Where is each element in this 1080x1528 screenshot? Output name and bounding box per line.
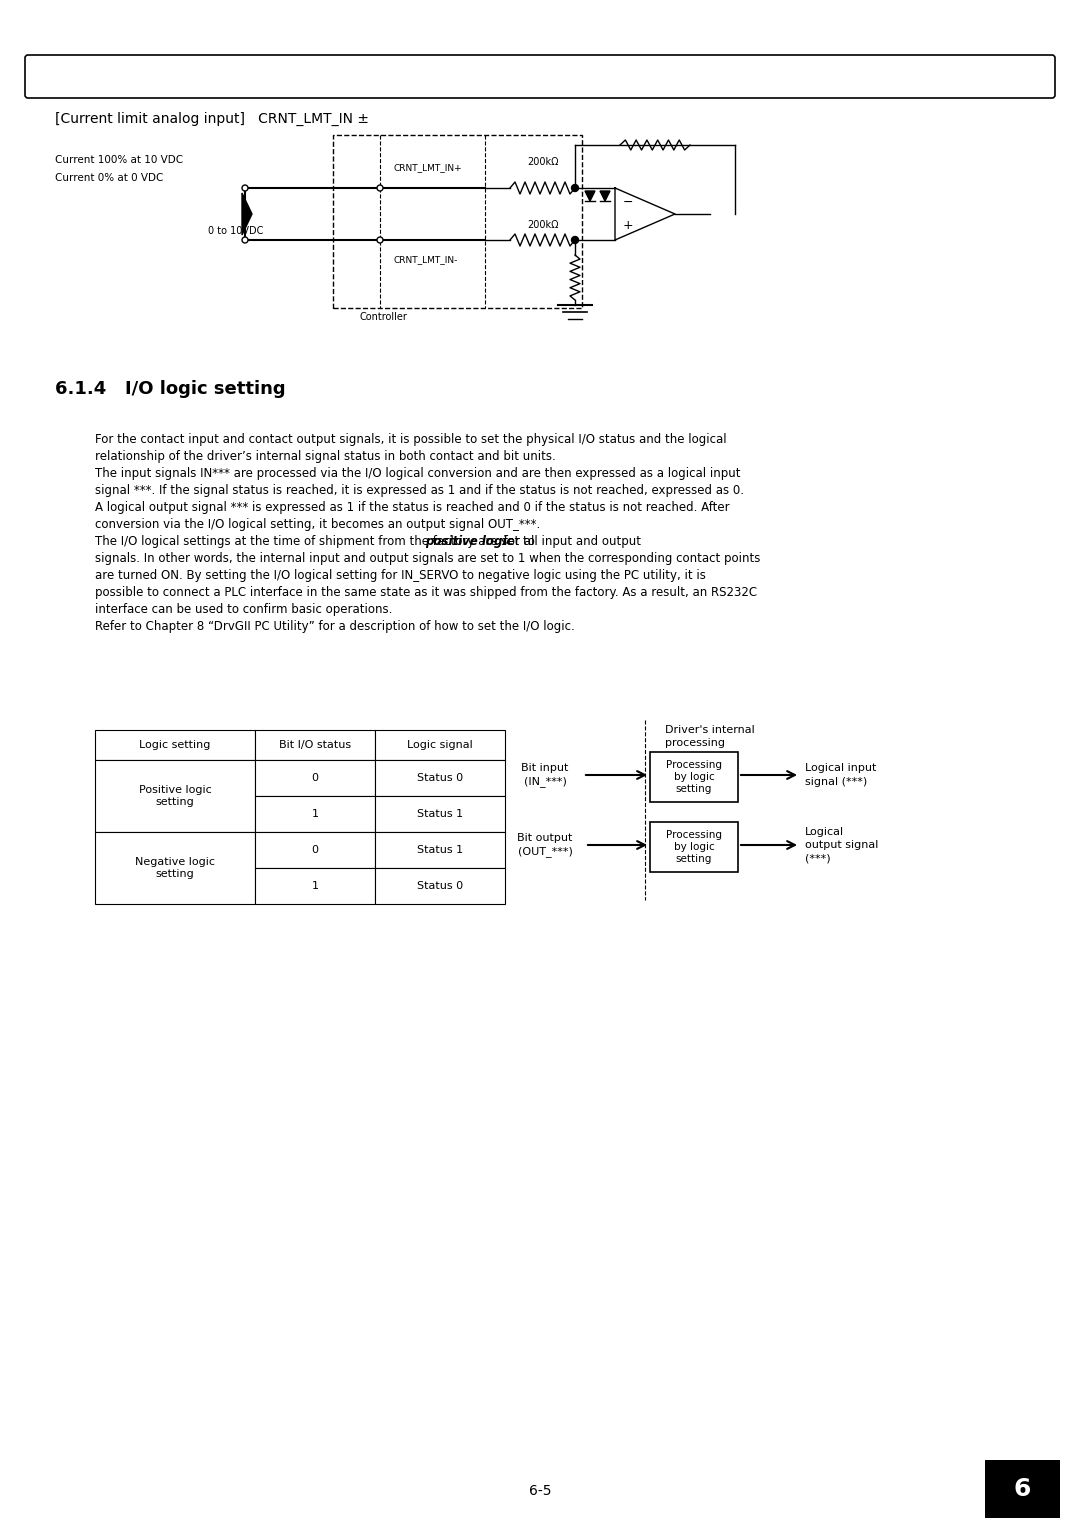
Bar xyxy=(375,759,505,796)
Text: 6.1.4   I/O logic setting: 6.1.4 I/O logic setting xyxy=(55,380,285,397)
Text: Processing
by logic
setting: Processing by logic setting xyxy=(666,759,723,795)
Text: Negative logic
setting: Negative logic setting xyxy=(135,857,215,879)
Bar xyxy=(255,730,375,759)
Text: Logic signal: Logic signal xyxy=(407,740,473,750)
Circle shape xyxy=(242,185,248,191)
Text: possible to connect a PLC interface in the same state as it was shipped from the: possible to connect a PLC interface in t… xyxy=(95,587,757,599)
Text: Processing
by logic
setting: Processing by logic setting xyxy=(666,830,723,865)
Circle shape xyxy=(571,185,579,191)
Text: Status 1: Status 1 xyxy=(417,808,463,819)
Text: Current 100% at 10 VDC: Current 100% at 10 VDC xyxy=(55,154,184,165)
Text: Positive logic
setting: Positive logic setting xyxy=(138,785,212,807)
Text: 6-5: 6-5 xyxy=(529,1484,551,1497)
Text: 0 to 10VDC: 0 to 10VDC xyxy=(208,226,264,235)
Text: 0: 0 xyxy=(311,773,319,782)
Text: signals. In other words, the internal input and output signals are set to 1 when: signals. In other words, the internal in… xyxy=(95,552,760,565)
FancyBboxPatch shape xyxy=(25,55,1055,98)
Text: 200kΩ: 200kΩ xyxy=(527,157,558,167)
Text: 200kΩ: 200kΩ xyxy=(527,220,558,231)
Text: Status 0: Status 0 xyxy=(417,882,463,891)
Text: Current 0% at 0 VDC: Current 0% at 0 VDC xyxy=(55,173,163,183)
Text: The I/O logical settings at the time of shipment from the factory are set to: The I/O logical settings at the time of … xyxy=(95,535,539,549)
Text: +: + xyxy=(623,219,634,232)
Bar xyxy=(650,752,738,802)
Text: for all input and output: for all input and output xyxy=(500,535,642,549)
Bar xyxy=(95,833,255,905)
Text: CRNT_LMT_IN-: CRNT_LMT_IN- xyxy=(393,255,457,264)
Text: 1: 1 xyxy=(311,882,319,891)
Circle shape xyxy=(571,237,579,243)
Circle shape xyxy=(377,237,383,243)
Text: A logical output signal *** is expressed as 1 if the status is reached and 0 if : A logical output signal *** is expressed… xyxy=(95,501,730,513)
Text: Status 1: Status 1 xyxy=(417,845,463,856)
Polygon shape xyxy=(585,191,595,202)
Text: −: − xyxy=(623,196,634,209)
Bar xyxy=(333,134,582,309)
Text: Bit I/O status: Bit I/O status xyxy=(279,740,351,750)
Circle shape xyxy=(377,185,383,191)
Bar xyxy=(650,822,738,872)
Text: The input signals IN*** are processed via the I/O logical conversion and are the: The input signals IN*** are processed vi… xyxy=(95,468,741,480)
Bar xyxy=(95,730,255,759)
Text: signal ***. If the signal status is reached, it is expressed as 1 and if the sta: signal ***. If the signal status is reac… xyxy=(95,484,744,497)
Text: Bit output
(OUT_***): Bit output (OUT_***) xyxy=(517,833,572,857)
Text: Driver's internal
processing: Driver's internal processing xyxy=(665,724,755,749)
Text: Logic setting: Logic setting xyxy=(139,740,211,750)
Bar xyxy=(255,868,375,905)
Text: Bit input
(IN_***): Bit input (IN_***) xyxy=(522,762,569,787)
Text: Refer to Chapter 8 “DrvGII PC Utility” for a description of how to set the I/O l: Refer to Chapter 8 “DrvGII PC Utility” f… xyxy=(95,620,575,633)
Text: conversion via the I/O logical setting, it becomes an output signal OUT_***.: conversion via the I/O logical setting, … xyxy=(95,518,540,532)
Text: interface can be used to confirm basic operations.: interface can be used to confirm basic o… xyxy=(95,604,392,616)
Bar xyxy=(375,796,505,833)
Text: 0: 0 xyxy=(311,845,319,856)
Text: 6: 6 xyxy=(1014,1478,1031,1500)
Bar xyxy=(255,833,375,868)
Text: positive logic: positive logic xyxy=(426,535,513,549)
Text: CRNT_LMT_IN+: CRNT_LMT_IN+ xyxy=(393,163,461,173)
Circle shape xyxy=(242,237,248,243)
Text: are turned ON. By setting the I/O logical setting for IN_SERVO to negative logic: are turned ON. By setting the I/O logica… xyxy=(95,568,706,582)
Polygon shape xyxy=(242,193,252,235)
Text: Logical input
signal (***): Logical input signal (***) xyxy=(805,764,876,787)
Bar xyxy=(985,1459,1059,1517)
Bar xyxy=(375,730,505,759)
Text: relationship of the driver’s internal signal status in both contact and bit unit: relationship of the driver’s internal si… xyxy=(95,451,556,463)
Bar xyxy=(255,796,375,833)
Text: Status 0: Status 0 xyxy=(417,773,463,782)
Text: Controller: Controller xyxy=(360,312,408,322)
Text: Logical
output signal
(***): Logical output signal (***) xyxy=(805,827,878,863)
Text: For the contact input and contact output signals, it is possible to set the phys: For the contact input and contact output… xyxy=(95,432,727,446)
Bar xyxy=(255,759,375,796)
Bar xyxy=(375,868,505,905)
Text: 1: 1 xyxy=(311,808,319,819)
Bar xyxy=(95,759,255,833)
Polygon shape xyxy=(600,191,610,202)
Bar xyxy=(375,833,505,868)
Text: [Current limit analog input]   CRNT_LMT_IN ±: [Current limit analog input] CRNT_LMT_IN… xyxy=(55,112,369,127)
